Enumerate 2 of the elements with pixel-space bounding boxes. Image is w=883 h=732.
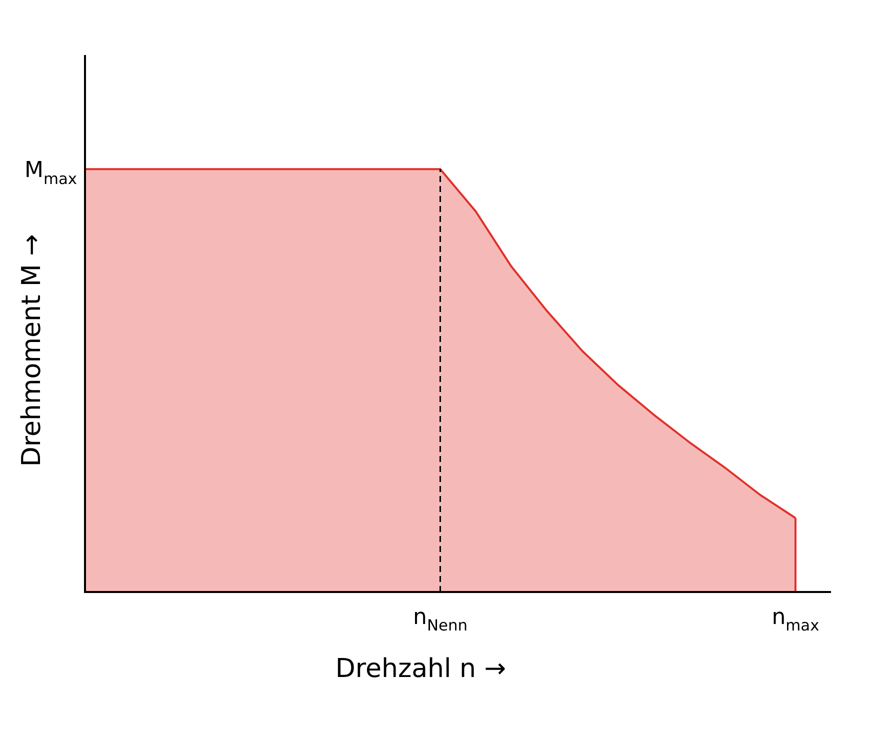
- x-axis-title: Drehzahl n →: [335, 654, 506, 684]
- y-axis-title: Drehmoment M →: [17, 234, 47, 467]
